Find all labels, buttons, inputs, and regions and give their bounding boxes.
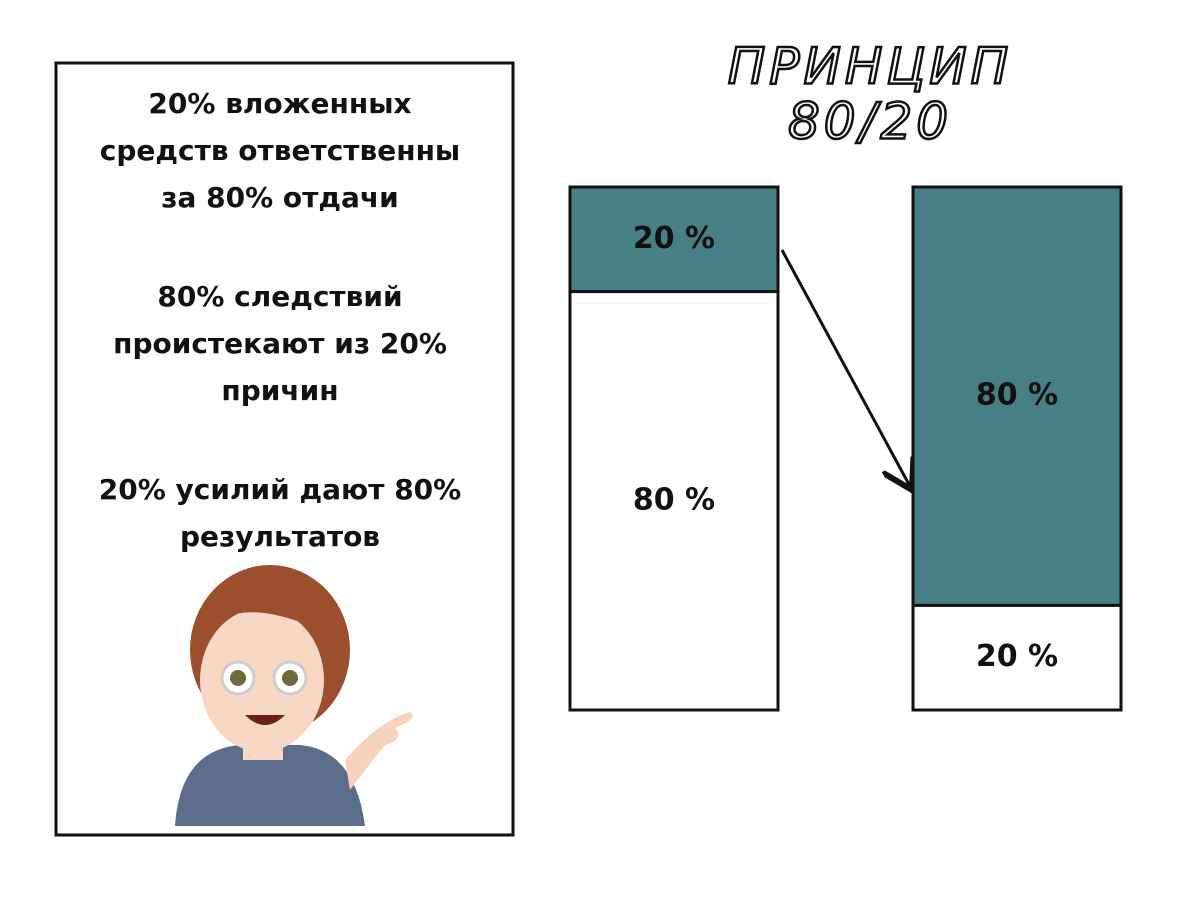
segment-label: 20 % (976, 639, 1058, 674)
bar-segment (911, 603, 1123, 712)
segment-label: 80 % (976, 378, 1058, 413)
title: 80/20 (788, 93, 952, 151)
paragraph-line: проистекают из 20% (113, 327, 447, 360)
paragraph-line: за 80% отдачи (161, 181, 399, 214)
segment-label: 80 % (633, 482, 715, 517)
avatar (175, 565, 413, 826)
segment-label: 20 % (633, 221, 715, 256)
paragraph-line: результатов (180, 520, 380, 553)
title: ПРИНЦИП (728, 38, 1013, 96)
bar-segment (568, 185, 780, 294)
arrow (780, 249, 912, 490)
paragraph-line: 20% вложенных (148, 87, 411, 120)
paragraph-line: 80% следствий (157, 280, 402, 313)
paragraph-line: причин (221, 374, 338, 407)
bar-segment (568, 290, 780, 712)
bar-segment (911, 185, 1123, 607)
paragraph-line: средств ответственны (100, 134, 461, 167)
paragraph-line: 20% усилий дают 80% (99, 473, 461, 506)
